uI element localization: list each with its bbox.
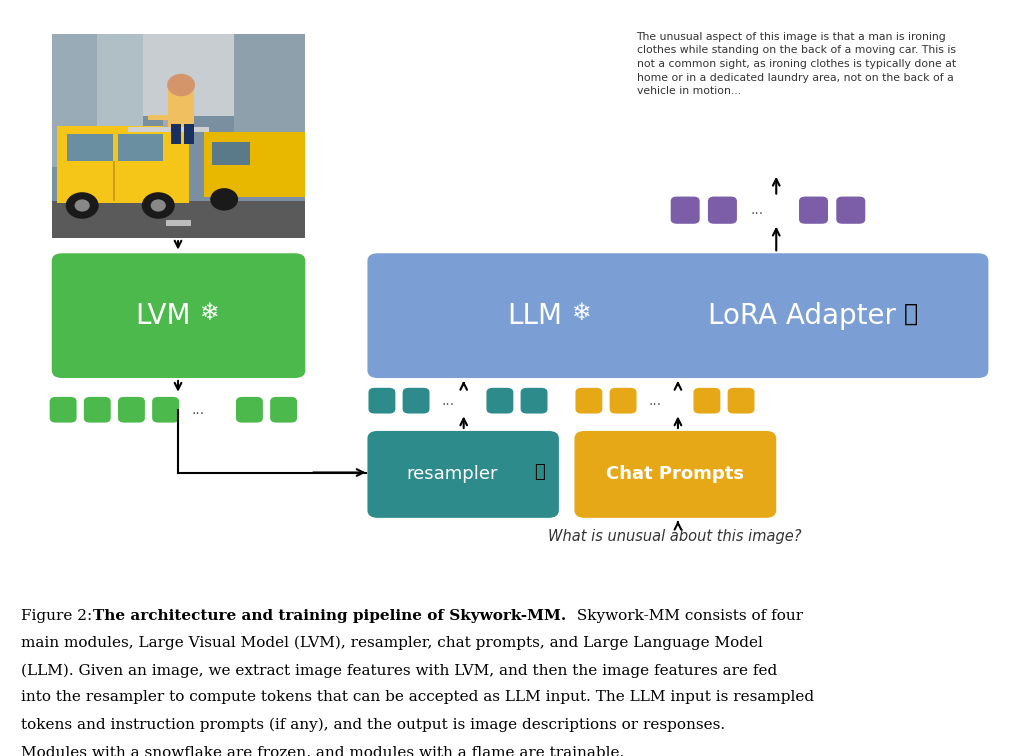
Bar [113, 160, 115, 201]
Bar [164, 116, 169, 132]
Text: LLM: LLM [507, 302, 563, 330]
Bar [171, 124, 181, 144]
Text: LoRA Adapter: LoRA Adapter [708, 302, 896, 330]
FancyBboxPatch shape [728, 388, 755, 414]
Bar [97, 34, 143, 147]
FancyBboxPatch shape [367, 431, 559, 518]
FancyBboxPatch shape [118, 397, 145, 423]
Text: What is unusual about this image?: What is unusual about this image? [549, 529, 801, 544]
FancyBboxPatch shape [84, 397, 111, 423]
Circle shape [142, 192, 175, 218]
Text: ...: ... [191, 403, 205, 417]
Bar [127, 127, 209, 132]
Text: (LLM). Given an image, we extract image features with LVM, and then the image fe: (LLM). Given an image, we extract image … [21, 663, 777, 677]
FancyBboxPatch shape [693, 388, 720, 414]
FancyBboxPatch shape [270, 397, 297, 423]
Text: resampler: resampler [406, 466, 498, 483]
Bar [183, 124, 194, 144]
Bar [52, 34, 108, 167]
Circle shape [75, 200, 90, 212]
Text: ...: ... [750, 203, 764, 217]
Text: tokens and instruction prompts (if any), and the output is image descriptions or: tokens and instruction prompts (if any),… [21, 717, 724, 732]
Bar [234, 34, 305, 156]
Text: Figure 2:: Figure 2: [21, 609, 97, 623]
Text: LVM: LVM [136, 302, 191, 330]
FancyBboxPatch shape [671, 197, 700, 224]
Bar [118, 134, 164, 160]
Circle shape [167, 74, 195, 96]
FancyBboxPatch shape [575, 388, 602, 414]
Text: ...: ... [442, 394, 455, 407]
FancyBboxPatch shape [521, 388, 548, 414]
Bar [52, 34, 305, 116]
Bar [166, 220, 191, 226]
Bar [148, 115, 174, 119]
Circle shape [210, 188, 238, 211]
Bar [67, 134, 113, 160]
Circle shape [151, 200, 166, 212]
FancyBboxPatch shape [836, 197, 865, 224]
Text: ❄: ❄ [200, 301, 219, 324]
Text: Modules with a snowflake are frozen, and modules with a flame are trainable.: Modules with a snowflake are frozen, and… [21, 745, 624, 756]
FancyBboxPatch shape [368, 388, 395, 414]
Bar [211, 142, 249, 165]
FancyBboxPatch shape [799, 197, 828, 224]
FancyBboxPatch shape [486, 388, 513, 414]
Bar [204, 132, 305, 197]
FancyBboxPatch shape [152, 397, 179, 423]
Text: The architecture and training pipeline of Skywork-MM.: The architecture and training pipeline o… [93, 609, 566, 623]
Circle shape [65, 192, 98, 218]
Text: ...: ... [649, 394, 662, 407]
Text: Skywork-MM consists of four: Skywork-MM consists of four [572, 609, 803, 623]
Text: 🔥: 🔥 [534, 463, 545, 481]
FancyBboxPatch shape [52, 253, 305, 378]
Text: main modules, Large Visual Model (LVM), resampler, chat prompts, and Large Langu: main modules, Large Visual Model (LVM), … [21, 636, 763, 650]
FancyBboxPatch shape [367, 253, 988, 378]
FancyBboxPatch shape [708, 197, 737, 224]
Text: into the resampler to compute tokens that can be accepted as LLM input. The LLM : into the resampler to compute tokens tha… [21, 690, 814, 705]
Bar [52, 201, 305, 238]
Bar [169, 89, 194, 126]
Text: Chat Prompts: Chat Prompts [607, 466, 744, 483]
Text: The unusual aspect of this image is that a man is ironing
clothes while standing: The unusual aspect of this image is that… [637, 32, 955, 96]
FancyBboxPatch shape [610, 388, 637, 414]
FancyBboxPatch shape [50, 397, 77, 423]
FancyBboxPatch shape [403, 388, 430, 414]
FancyBboxPatch shape [236, 397, 263, 423]
Text: 🔥: 🔥 [904, 302, 918, 325]
FancyBboxPatch shape [574, 431, 776, 518]
Bar [57, 125, 188, 203]
Text: ❄: ❄ [571, 301, 592, 324]
